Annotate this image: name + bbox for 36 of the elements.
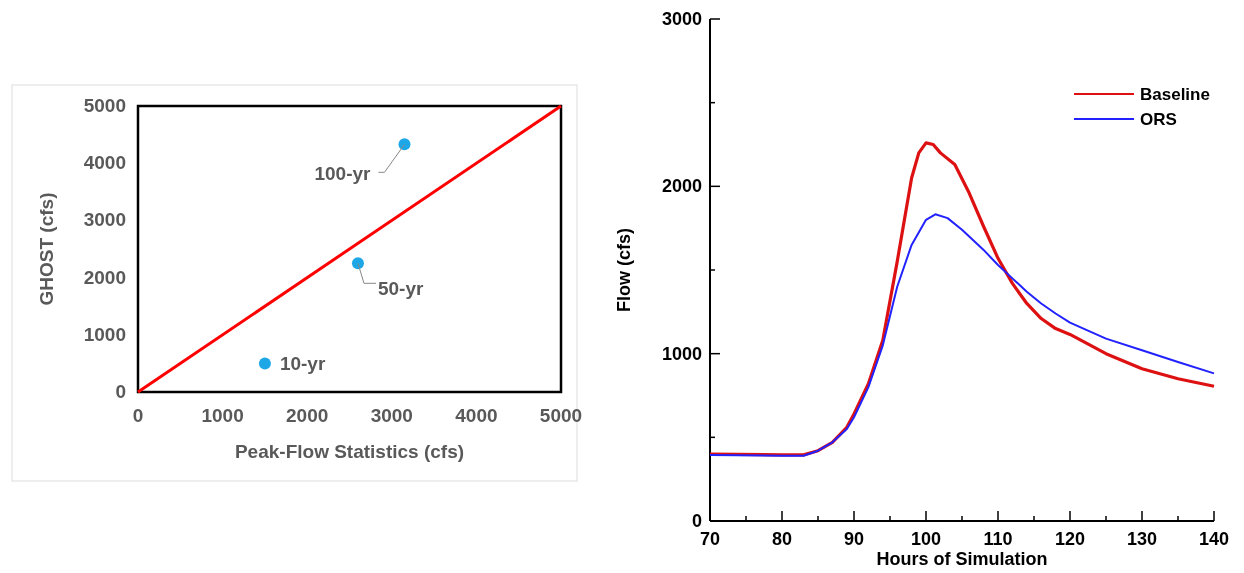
x-tick-label: 140 [1198,529,1230,549]
x-tick-label: 3000 [370,405,413,426]
x-axis-title: Peak-Flow Statistics (cfs) [234,441,465,462]
x-tick-label: 2000 [286,405,329,426]
y-tick-label: 2000 [83,266,126,288]
annotation: 50-yr [377,278,424,300]
annotation: 100-yr [314,163,372,185]
x-tick-label: 130 [1126,529,1158,549]
x-tick-label: 70 [699,529,721,549]
point [351,257,364,270]
x-tick-label: 110 [983,529,1013,549]
y-axis-title: Flow (cfs) [614,228,634,312]
legend-label: Baseline [1140,85,1210,104]
y-tick-label: 5000 [83,95,126,116]
y-tick-label: 4000 [83,152,126,174]
x-tick-label: 4000 [455,405,498,426]
y-tick-label: 0 [691,511,702,531]
x-tick-label: 80 [771,529,793,549]
point [258,357,271,370]
legend-label: ORS [1140,110,1177,129]
y-tick-label: 3000 [83,209,126,231]
y-tick-label: 3000 [661,9,702,29]
y-tick-label: 0 [115,381,126,402]
y-tick-label: 1000 [83,323,126,345]
y-tick-label: 1000 [661,343,702,364]
y-axis-title: GHOST (cfs) [36,192,57,306]
x-tick-label: 90 [843,529,865,549]
x-tick-label: 120 [1054,529,1086,549]
x-tick-label: 1000 [201,405,244,426]
line-series [709,213,1215,457]
y-tick-label: 2000 [661,176,702,197]
x-tick-label: 100 [910,529,942,549]
x-axis-title: Hours of Simulation [876,549,1048,569]
x-tick-label: 0 [132,405,144,426]
annotation: 10-yr [279,353,326,375]
x-tick-label: 5000 [539,405,583,426]
